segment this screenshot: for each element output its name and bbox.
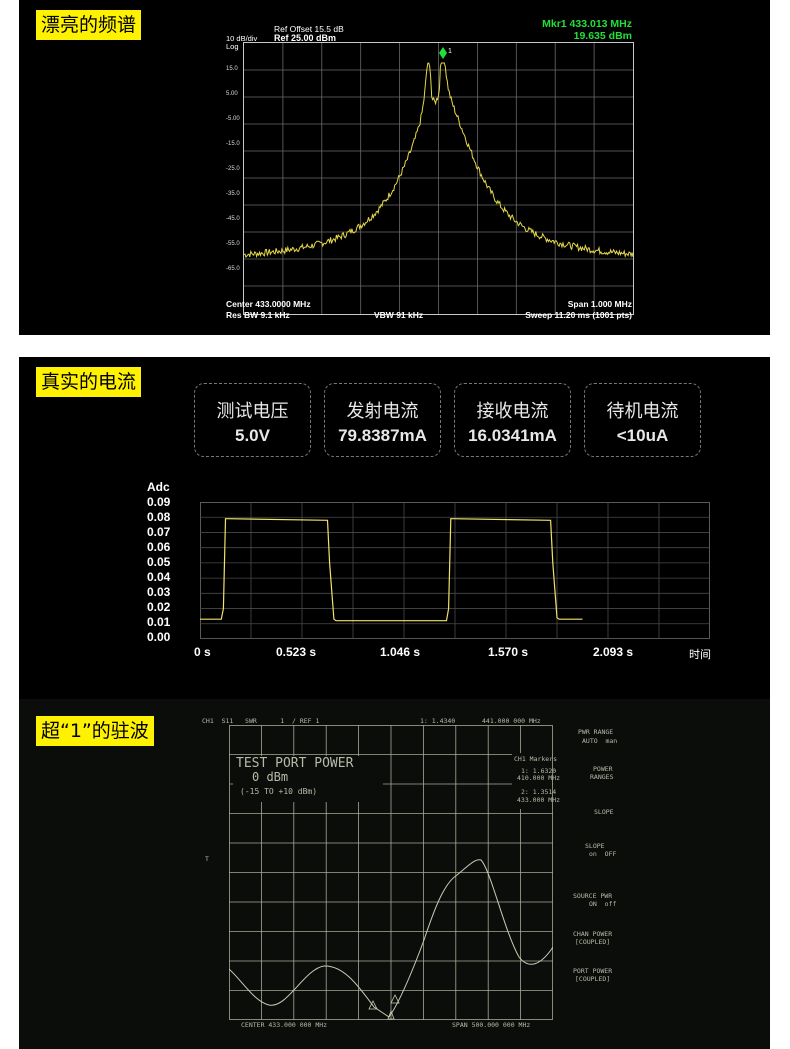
card-value: 79.8387mA bbox=[338, 426, 427, 445]
softkey-power[interactable]: POWER bbox=[593, 765, 613, 773]
res-bw: Res BW 9.1 kHz bbox=[226, 310, 290, 320]
card-standby-current: 待机电流 <10uA bbox=[584, 383, 701, 457]
y-tick: -35.0 bbox=[226, 191, 240, 197]
current-chart bbox=[200, 502, 710, 639]
y-tick: 0.09 bbox=[147, 495, 171, 509]
softkey-power-ranges[interactable]: RANGES bbox=[590, 773, 614, 781]
marker-number: 1 bbox=[448, 48, 452, 55]
y-tick: 15.0 bbox=[226, 66, 238, 72]
center-freq: Center 433.0000 MHz bbox=[226, 299, 311, 309]
current-trace bbox=[200, 518, 583, 622]
softkey-chan-power-coupled[interactable]: [COUPLED] bbox=[575, 938, 611, 946]
softkey-chan-power[interactable]: CHAN POWER bbox=[573, 930, 613, 938]
scale-type: Log bbox=[226, 42, 239, 51]
swr-plot bbox=[229, 725, 553, 1020]
card-value: 5.0V bbox=[235, 426, 270, 445]
x-tick: 0 s bbox=[194, 645, 211, 659]
y-tick: 0.03 bbox=[147, 585, 171, 599]
y-tick: -55.0 bbox=[226, 241, 240, 247]
marker-1-value: 1: 1.6320 bbox=[521, 767, 557, 775]
y-tick: 0.01 bbox=[147, 615, 171, 629]
current-x-label: 时间 bbox=[689, 649, 711, 661]
span: Span 1.000 MHz bbox=[567, 299, 632, 309]
vbw: VBW 91 kHz bbox=[374, 310, 424, 320]
softkey-slope-state[interactable]: on OFF bbox=[589, 850, 617, 858]
test-port-power-title: TEST PORT POWER bbox=[236, 756, 354, 771]
softkey-port-power-coupled[interactable]: [COUPLED] bbox=[575, 975, 611, 983]
marker-2-value: 2: 1.3514 bbox=[521, 788, 557, 796]
sweep: Sweep 11.20 ms (1001 pts) bbox=[525, 310, 632, 320]
ref-offset: Ref Offset 15.5 dB bbox=[274, 24, 344, 34]
y-tick: 0.04 bbox=[147, 570, 171, 584]
spectrum-plot: 1 bbox=[244, 43, 633, 314]
card-label: 发射电流 bbox=[346, 401, 419, 422]
spectrum-analyzer-screen: Ref Offset 15.5 dB Ref 25.00 dBm 10 dB/d… bbox=[224, 18, 634, 322]
y-tick: 0.05 bbox=[147, 555, 171, 569]
ref-level: Ref 25.00 dBm bbox=[274, 33, 337, 43]
y-tick: 0.08 bbox=[147, 510, 171, 524]
y-tick: 0.02 bbox=[147, 600, 171, 614]
marker-1-triangle-icon bbox=[368, 1000, 378, 1010]
y-tick: -5.00 bbox=[226, 116, 240, 122]
x-tick: 0.523 s bbox=[276, 645, 317, 659]
current-section-title: 真实的电流 bbox=[36, 367, 142, 397]
softkey-port-power[interactable]: PORT POWER bbox=[573, 967, 613, 975]
y-tick: 5.00 bbox=[226, 91, 238, 97]
softkey-slope-toggle[interactable]: SLOPE bbox=[585, 842, 605, 850]
card-label: 测试电压 bbox=[216, 401, 289, 422]
y-tick: 0.00 bbox=[147, 630, 171, 644]
softkey-pwr-range[interactable]: PWR RANGE bbox=[578, 728, 614, 736]
test-port-power-range: (-15 TO +10 dBm) bbox=[240, 787, 318, 796]
reference-triangle-icon bbox=[387, 1009, 395, 1020]
softkey-pwr-range-state[interactable]: AUTO man bbox=[582, 737, 618, 745]
softkey-source-pwr-state[interactable]: ON off bbox=[589, 900, 617, 908]
scale-div: 10 dB/div bbox=[226, 34, 258, 43]
y-tick: -25.0 bbox=[226, 166, 240, 172]
card-value: 16.0341mA bbox=[468, 426, 557, 445]
x-tick: 1.046 s bbox=[380, 645, 421, 659]
card-rx-current: 接收电流 16.0341mA bbox=[454, 383, 571, 457]
card-label: 待机电流 bbox=[606, 401, 679, 422]
vna-header-marker: 1: 1.4340 bbox=[420, 717, 456, 725]
test-port-power-value: 0 dBm bbox=[252, 770, 289, 784]
marker-2-triangle-icon bbox=[390, 994, 400, 1004]
x-tick: 1.570 s bbox=[488, 645, 529, 659]
y-tick: 0.06 bbox=[147, 540, 171, 554]
card-tx-current: 发射电流 79.8387mA bbox=[324, 383, 441, 457]
swr-trace bbox=[229, 859, 553, 1018]
ref-position-tick: T bbox=[205, 855, 209, 863]
vna-span: SPAN 500.000 000 MHz bbox=[452, 1021, 531, 1029]
spectrum-section-title: 漂亮的频谱 bbox=[36, 10, 142, 40]
marker-readout-level: 19.635 dBm bbox=[573, 30, 632, 42]
spectrum-graticule: 1 bbox=[243, 42, 634, 315]
card-value: <10uA bbox=[616, 426, 669, 445]
marker-1-freq: 410.000 MHz bbox=[517, 774, 561, 782]
marker-2-freq: 433.000 MHz bbox=[517, 796, 561, 804]
vna-header-channel: CH1 S11 SWR 1 / REF 1 bbox=[202, 717, 320, 725]
y-tick: -45.0 bbox=[226, 216, 240, 222]
current-y-label: Adc bbox=[147, 480, 170, 494]
y-tick: 0.07 bbox=[147, 525, 171, 539]
marker-readout-freq: Mkr1 433.013 MHz bbox=[542, 18, 632, 30]
spectrum-trace bbox=[244, 62, 633, 259]
y-tick: -65.0 bbox=[226, 266, 240, 272]
card-test-voltage: 测试电压 5.0V bbox=[194, 383, 311, 457]
vna-center: CENTER 433.000 000 MHz bbox=[241, 1021, 328, 1029]
y-tick: -15.0 bbox=[226, 141, 240, 147]
card-label: 接收电流 bbox=[476, 401, 549, 422]
swr-section-title: 超“1”的驻波 bbox=[36, 716, 154, 746]
softkey-source-pwr[interactable]: SOURCE PWR bbox=[573, 892, 613, 900]
softkey-slope[interactable]: SLOPE bbox=[594, 808, 614, 816]
vna-header-freq: 441.000 000 MHz bbox=[482, 717, 541, 725]
marker-diamond-icon bbox=[439, 47, 447, 59]
markers-title: CH1 Markers bbox=[514, 755, 558, 763]
x-tick: 2.093 s bbox=[593, 645, 634, 659]
